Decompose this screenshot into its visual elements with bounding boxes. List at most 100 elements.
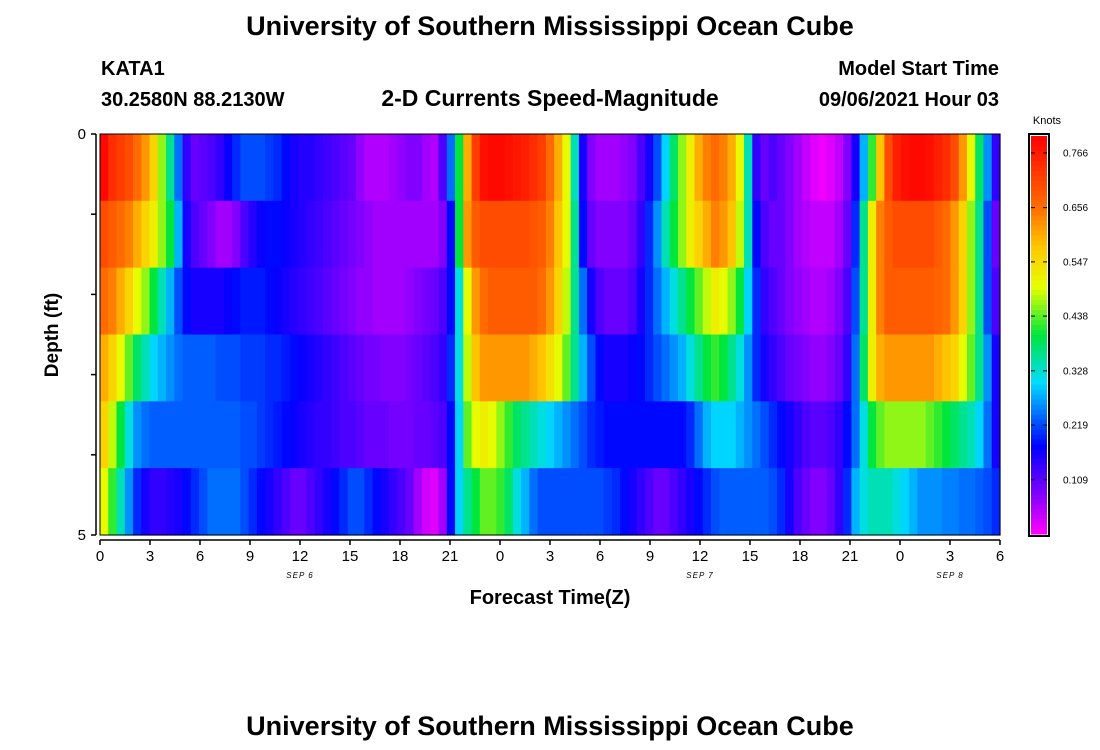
heatmap-cell — [174, 401, 184, 469]
heatmap-cell — [314, 200, 324, 269]
heatmap-cell — [405, 334, 415, 402]
heatmap-cell — [620, 134, 630, 202]
colorbar-segment — [1031, 364, 1047, 371]
heatmap-cell — [248, 401, 258, 469]
colorbar-segment — [1031, 379, 1047, 386]
heatmap-cell — [232, 334, 241, 402]
heatmap-cell — [413, 200, 423, 269]
colorbar-segment — [1031, 369, 1047, 376]
heatmap-cell — [215, 468, 225, 536]
colorbar-segment — [1031, 165, 1047, 172]
heatmap-cell — [975, 134, 985, 202]
colorbar-segment — [1031, 215, 1047, 222]
heatmap-cell — [298, 267, 308, 336]
heatmap-cell — [446, 267, 456, 336]
heatmap-cell — [752, 334, 762, 402]
x-tick-label: 0 — [96, 548, 104, 565]
heatmap-cell — [306, 134, 316, 202]
y-axis-label: Depth (ft) — [42, 293, 63, 377]
heatmap-cell — [983, 334, 993, 402]
heatmap-cell — [554, 334, 563, 402]
heatmap-cell — [884, 200, 894, 269]
heatmap-cell — [711, 200, 720, 269]
station-coords: 30.2580N 88.2130W — [101, 89, 285, 111]
heatmap-cell — [694, 401, 704, 469]
x-tick-label: 3 — [146, 548, 154, 565]
heatmap-cell — [388, 468, 398, 536]
heatmap-cell — [810, 468, 819, 536]
heatmap-cell — [298, 200, 308, 269]
heatmap-cell — [669, 267, 679, 336]
heatmap-cell — [100, 134, 109, 202]
colorbar-segment — [1031, 335, 1047, 341]
colorbar — [1031, 136, 1047, 535]
heatmap-cell — [793, 134, 803, 202]
heatmap-cell — [504, 200, 514, 269]
heatmap-cell — [479, 200, 489, 269]
heatmap-cell — [876, 267, 886, 336]
heatmap-cell — [190, 134, 200, 202]
heatmap-cell — [595, 334, 605, 402]
heatmap-cell — [677, 134, 687, 202]
heatmap-cell — [867, 401, 877, 469]
heatmap-cell — [281, 334, 291, 402]
heatmap-cell — [611, 134, 621, 202]
heatmap-cell — [702, 267, 712, 336]
heatmap-cell — [273, 134, 283, 202]
heatmap-cell — [149, 401, 159, 469]
heatmap-cell — [867, 200, 877, 269]
heatmap-cell — [166, 200, 175, 269]
heatmap-cell — [909, 267, 919, 336]
heatmap-cell — [545, 334, 555, 402]
heatmap-cell — [207, 401, 217, 469]
heatmap-cell — [686, 468, 696, 536]
heatmap-cell — [422, 134, 431, 202]
colorbar-segment — [1031, 499, 1047, 505]
heatmap-cell — [677, 401, 687, 469]
heatmap-cell — [801, 267, 811, 336]
heatmap-cell — [504, 334, 514, 402]
heatmap-cell — [223, 401, 233, 469]
heatmap-cell — [388, 134, 398, 202]
heatmap-cell — [298, 401, 308, 469]
heatmap-cell — [471, 200, 481, 269]
x-tick-label: 21 — [842, 548, 859, 565]
heatmap-cell — [900, 334, 910, 402]
heatmap-cell — [100, 401, 109, 469]
heatmap-cell — [991, 200, 1001, 269]
heatmap-cell — [983, 200, 993, 269]
heatmap-cell — [917, 267, 927, 336]
heatmap-cell — [975, 200, 985, 269]
heatmap-cell — [859, 401, 869, 469]
heatmap-cell — [529, 200, 539, 269]
heatmap-cell — [430, 200, 440, 269]
heatmap-cell — [735, 200, 745, 269]
heatmap-cell — [347, 468, 357, 536]
x-tick-label: 9 — [646, 548, 654, 565]
heatmap-cell — [917, 200, 927, 269]
heatmap-cell — [711, 401, 720, 469]
heatmap-cell — [686, 401, 696, 469]
heatmap-cell — [826, 334, 836, 402]
heatmap-cell — [677, 334, 687, 402]
heatmap-cell — [100, 334, 109, 402]
colorbar-segment — [1031, 200, 1047, 207]
heatmap-cell — [801, 468, 811, 536]
heatmap-cell — [950, 401, 960, 469]
heatmap-cell — [124, 134, 134, 202]
heatmap-cell — [818, 267, 828, 336]
colorbar-segment — [1031, 265, 1047, 271]
heatmap-cell — [215, 200, 225, 269]
heatmap-cell — [925, 401, 935, 469]
heatmap-cell — [322, 267, 332, 336]
heatmap-cell — [488, 468, 497, 536]
y-tick-label: 0 — [78, 126, 86, 143]
heatmap-cell — [933, 134, 943, 202]
heatmap-cell — [488, 200, 497, 269]
heatmap-cell — [884, 267, 894, 336]
colorbar-segment — [1031, 190, 1047, 197]
heatmap-cell — [182, 468, 192, 536]
heatmap-cell — [430, 134, 440, 202]
heatmap-cell — [909, 200, 919, 269]
heatmap-cell — [281, 401, 291, 469]
